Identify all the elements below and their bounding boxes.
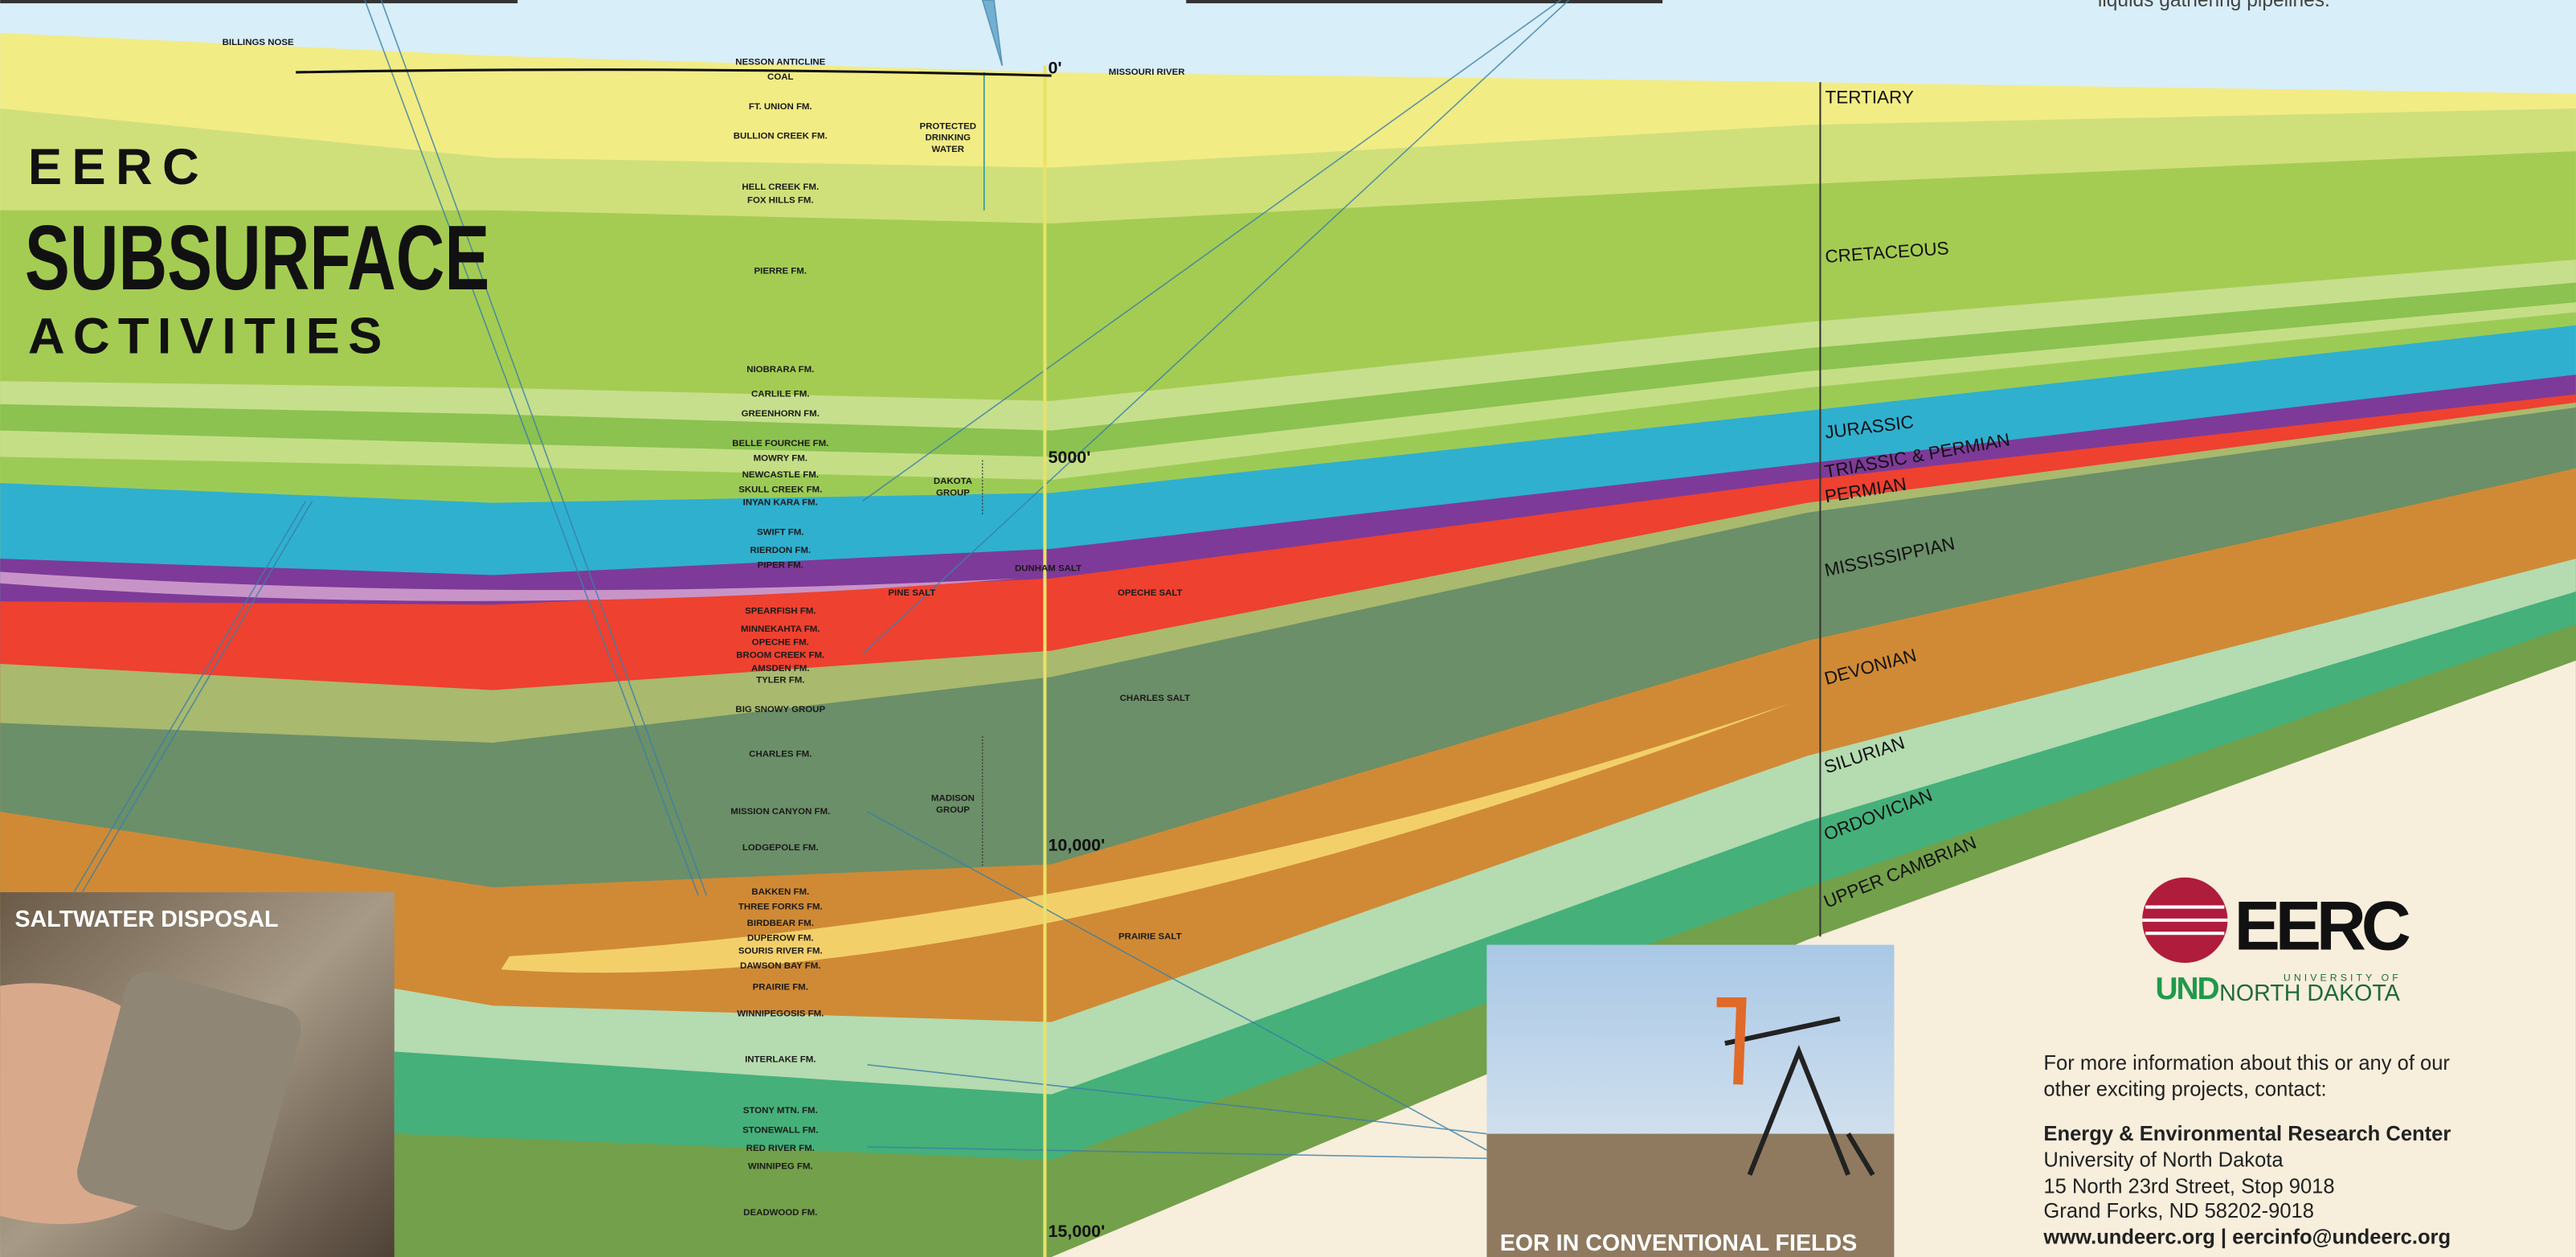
group-label: DAKOTA: [934, 477, 972, 486]
formation-label: SPEARFISH FM.: [745, 607, 816, 616]
formation-label: DAWSON BAY FM.: [740, 961, 820, 971]
formation-label: INTERLAKE FM.: [745, 1055, 816, 1065]
formation-label: RIERDON FM.: [750, 546, 811, 555]
top-note: liquids gathering pipelines.: [2098, 0, 2330, 11]
contact-web[interactable]: www.undeerc.org | eercinfo@undeerc.org: [2042, 1226, 2451, 1249]
title: SUBSURFACE: [25, 207, 490, 309]
formation-label: BILLINGS NOSE: [223, 38, 294, 47]
formation-label: STONEWALL FM.: [742, 1126, 818, 1136]
photo-rock: [77, 971, 301, 1230]
formation-label: STONY MTN. FM.: [743, 1106, 818, 1116]
formation-label: CHARLES FM.: [749, 749, 812, 759]
stratum: [394, 660, 2576, 1257]
formation-label: FOX HILLS FM.: [747, 195, 814, 205]
formation-label: GREENHORN FM.: [742, 409, 820, 419]
formation-label: MISSION CANYON FM.: [730, 807, 830, 817]
logo-und: UND: [2155, 972, 2218, 1006]
contact-org: Energy & Environmental Research Center: [2043, 1123, 2451, 1145]
formation-label: RED RIVER FM.: [746, 1144, 815, 1153]
group-label: GROUP: [936, 488, 970, 497]
formation-label: BAKKEN FM.: [751, 887, 809, 897]
formation-label: HELL CREEK FM.: [742, 182, 819, 192]
formation-label: NIOBRARA FM.: [746, 365, 814, 375]
formation-label: FT. UNION FM.: [749, 102, 812, 112]
formation-label: NESSON ANTICLINE: [735, 58, 825, 68]
formation-label: AMSDEN FM.: [751, 664, 809, 674]
formation-label: WINNIPEG FM.: [748, 1162, 813, 1172]
period-label: TERTIARY: [1826, 88, 1914, 108]
formation-label: WINNIPEGOSIS FM.: [737, 1009, 824, 1018]
formation-label: SKULL CREEK FM.: [738, 485, 822, 494]
formation-label: MOWRY FM.: [754, 453, 808, 463]
logo-eerc: EERC: [2235, 888, 2410, 965]
title-line: ACTIVITIES: [28, 309, 390, 365]
formation-label: BULLION CREEK FM.: [734, 132, 828, 141]
photo-ground: [1486, 1133, 1895, 1257]
formation-label: CHARLES SALT: [1120, 694, 1190, 703]
formation-label: PIPER FM.: [758, 560, 803, 570]
formation-label: DUPEROW FM.: [747, 933, 814, 943]
group-label: DRINKING: [926, 133, 971, 143]
formation-label: DUNHAM SALT: [1015, 563, 1082, 573]
formation-label: PINE SALT: [888, 588, 935, 598]
formation-label: TYLER FM.: [756, 675, 804, 685]
formation-label: OPECHE SALT: [1118, 588, 1183, 598]
top-box: [0, 0, 518, 4]
formation-label: SWIFT FM.: [757, 527, 803, 537]
depth-label: 0': [1049, 59, 1062, 78]
formation-label: DEADWOOD FM.: [743, 1208, 817, 1218]
salt-lens: [0, 571, 1019, 601]
coal-seam: [296, 68, 1052, 77]
formation-label: COAL: [767, 72, 793, 82]
formation-label: CARLILE FM.: [751, 390, 809, 399]
formation-label: OPECHE FM.: [752, 637, 809, 647]
formation-label: NEWCASTLE FM.: [742, 470, 819, 480]
formation-label: PRAIRIE SALT: [1118, 931, 1182, 941]
depth-label: 5000': [1049, 448, 1091, 467]
logo-university: UNIVERSITY OF: [2284, 972, 2402, 984]
formation-label: BIRDBEAR FM.: [747, 919, 814, 928]
depth-label: 15,000': [1049, 1222, 1106, 1241]
logo-mark-lines: [2142, 905, 2228, 936]
contact-line: Grand Forks, ND 58202-9018: [2043, 1200, 2314, 1222]
group-label: MADISON: [931, 794, 975, 804]
pumpjack: [1716, 997, 1875, 1177]
formation-label: THREE FORKS FM.: [738, 903, 823, 912]
formation-label: MINNEKAHTA FM.: [741, 624, 820, 634]
formation-label: PIERRE FM.: [754, 266, 807, 276]
formation-label: MISSOURI RIVER: [1109, 68, 1185, 77]
contact-line: 15 North 23rd Street, Stop 9018: [2043, 1175, 2334, 1198]
photo-caption: SALTWATER DISPOSAL: [15, 907, 279, 932]
group-label: PROTECTED: [920, 121, 977, 131]
contact-intro: other exciting projects, contact:: [2043, 1079, 2326, 1101]
depth-label: 10,000': [1049, 836, 1106, 855]
well-lines: [73, 0, 1570, 1160]
formation-label: LODGEPOLE FM.: [742, 843, 819, 853]
formation-label: PRAIRIE FM.: [753, 983, 808, 993]
top-box: [1186, 0, 1663, 4]
formation-label: SOURIS RIVER FM.: [738, 947, 823, 956]
contact-intro: For more information about this or any o…: [2043, 1052, 2450, 1075]
formation-label: BELLE FOURCHE FM.: [732, 439, 828, 448]
group-label: GROUP: [936, 805, 970, 815]
formation-label: INYAN KARA FM.: [743, 498, 818, 508]
formation-label: BROOM CREEK FM.: [736, 651, 824, 661]
contact-line: University of North Dakota: [2043, 1149, 2284, 1172]
photo-caption: EOR IN CONVENTIONAL FIELDS: [1500, 1230, 1858, 1256]
title-line: EERC: [28, 139, 209, 195]
group-label: WATER: [932, 145, 965, 154]
logo-nd: NORTH DAKOTA: [2219, 981, 2401, 1006]
formation-label: BIG SNOWY GROUP: [735, 705, 825, 714]
